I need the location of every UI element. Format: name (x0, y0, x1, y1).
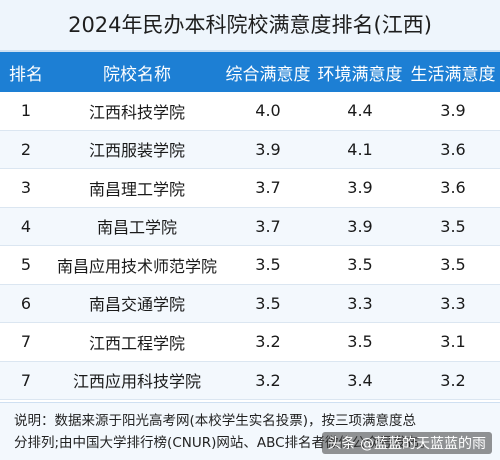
cell-life: 3.5 (440, 216, 466, 236)
cell-overall: 4.0 (255, 101, 281, 121)
table-row: 7 江西应用科技学院 3.2 3.4 3.2 (0, 361, 500, 400)
cell-overall: 3.5 (255, 255, 281, 275)
table-header: 排名 院校名称 综合满意度 环境满意度 生活满意度 (0, 52, 500, 92)
table-body: 1 江西科技学院 4.0 4.4 3.9 2 江西服装学院 3.9 4.1 3.… (0, 92, 500, 400)
header-name: 院校名称 (103, 64, 171, 85)
cell-rank: 4 (20, 216, 32, 236)
header-rank: 排名 (9, 64, 43, 85)
cell-name: 江西服装学院 (88, 141, 185, 161)
table-row: 2 江西服装学院 3.9 4.1 3.6 (0, 130, 500, 169)
cell-rank: 2 (20, 139, 32, 159)
cell-overall: 3.2 (255, 332, 281, 352)
cell-life: 3.5 (440, 255, 466, 275)
cell-environment: 3.5 (347, 332, 373, 352)
header-environment: 环境满意度 (317, 64, 403, 85)
cell-rank: 5 (20, 255, 32, 275)
table-row: 4 南昌工学院 3.7 3.9 3.5 (0, 207, 500, 246)
cell-rank: 6 (20, 293, 32, 313)
cell-environment: 3.3 (347, 293, 373, 313)
cell-overall: 3.7 (255, 216, 281, 236)
cell-life: 3.2 (440, 370, 466, 390)
footnote: 说明：数据来源于阳光高考网(本校学生实名投票)，按三项满意度总 分排列;由中国大… (0, 402, 500, 460)
cell-environment: 3.9 (347, 216, 373, 236)
page-title: 2024年民办本科院校满意度排名(江西) (0, 0, 500, 52)
cell-name: 南昌应用技术师范学院 (56, 256, 217, 276)
cell-name: 南昌工学院 (96, 218, 177, 238)
cell-rank: 7 (20, 370, 32, 390)
header-life: 生活满意度 (410, 64, 496, 85)
table-row: 1 江西科技学院 4.0 4.4 3.9 (0, 92, 500, 131)
cell-life: 3.9 (440, 101, 466, 121)
cell-name: 江西应用科技学院 (72, 372, 201, 392)
cell-life: 3.3 (440, 293, 466, 313)
cell-life: 3.6 (440, 139, 466, 159)
cell-environment: 4.1 (347, 139, 373, 159)
cell-rank: 3 (20, 178, 32, 198)
cell-environment: 3.4 (347, 370, 373, 390)
table-row: 5 南昌应用技术师范学院 3.5 3.5 3.5 (0, 246, 500, 285)
cell-environment: 3.5 (347, 255, 373, 275)
cell-overall: 3.2 (255, 370, 281, 390)
cell-overall: 3.7 (255, 178, 281, 198)
cell-name: 江西工程学院 (88, 333, 185, 353)
cell-rank: 1 (20, 101, 32, 121)
cell-rank: 7 (20, 332, 32, 352)
cell-name: 南昌理工学院 (88, 179, 185, 199)
cell-overall: 3.5 (255, 293, 281, 313)
cell-life: 3.1 (440, 332, 466, 352)
table-row: 7 江西工程学院 3.2 3.5 3.1 (0, 323, 500, 362)
watermark: 头条 @蓝蓝的天蓝蓝的雨 (321, 432, 492, 454)
cell-environment: 4.4 (347, 101, 373, 121)
cell-environment: 3.9 (347, 178, 373, 198)
cell-name: 江西科技学院 (88, 102, 185, 122)
table-row: 3 南昌理工学院 3.7 3.9 3.6 (0, 169, 500, 208)
cell-life: 3.6 (440, 178, 466, 198)
cell-overall: 3.9 (255, 139, 281, 159)
table-row: 6 南昌交通学院 3.5 3.3 3.3 (0, 284, 500, 323)
header-overall: 综合满意度 (225, 64, 311, 85)
cell-name: 南昌交通学院 (88, 295, 185, 315)
footnote-line-1: 说明：数据来源于阳光高考网(本校学生实名投票)，按三项满意度总 (14, 413, 417, 429)
